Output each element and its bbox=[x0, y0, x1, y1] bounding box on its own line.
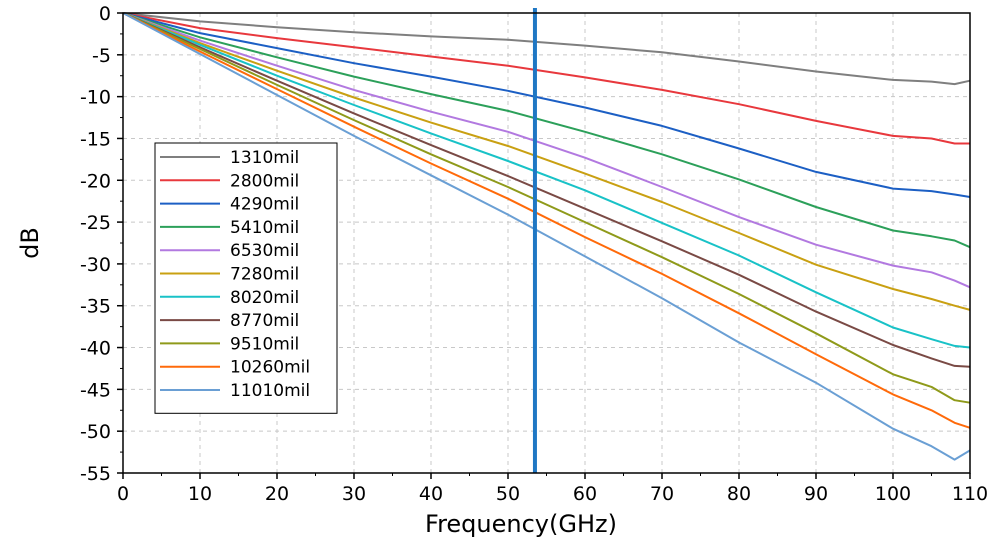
legend-label: 9510mil bbox=[230, 334, 299, 354]
axis-ticks: 0 10 20 30 40 50 60 70 80 90 100 110 0 -5 -10 -15 -20 -25… bbox=[80, 3, 988, 505]
series-line-10260mil bbox=[122, 12, 971, 429]
x-tick-label: 90 bbox=[804, 483, 828, 505]
x-tick-label: 10 bbox=[188, 483, 212, 505]
legend-label: 2800mil bbox=[230, 171, 299, 191]
legend-label: 6530mil bbox=[230, 241, 299, 261]
y-tick-label: -35 bbox=[80, 296, 111, 318]
y-tick-label: -5 bbox=[92, 45, 111, 67]
series-line-7280mil bbox=[122, 12, 971, 311]
series-line-11010mil bbox=[122, 12, 971, 461]
grid-lines bbox=[123, 13, 970, 473]
x-tick-label: 80 bbox=[727, 483, 751, 505]
legend-label: 4290mil bbox=[230, 195, 299, 215]
x-tick-label: 30 bbox=[342, 483, 366, 505]
y-axis-label: dB bbox=[16, 227, 44, 259]
series-line-6530mil bbox=[122, 12, 971, 289]
y-tick-label: -55 bbox=[80, 463, 111, 485]
x-tick-label: 40 bbox=[419, 483, 443, 505]
legend-label: 1310mil bbox=[230, 148, 299, 168]
x-tick-label: 50 bbox=[496, 483, 520, 505]
series-line-1310mil bbox=[122, 12, 971, 86]
legend-box bbox=[154, 142, 338, 414]
y-tick-label: -15 bbox=[80, 128, 111, 150]
series-line-2800mil bbox=[122, 12, 970, 145]
legend-label: 5410mil bbox=[230, 218, 299, 238]
legend-label: 11010mil bbox=[230, 381, 310, 401]
x-tick-label: 0 bbox=[117, 483, 129, 505]
y-tick-label: -45 bbox=[80, 379, 111, 401]
x-tick-label: 20 bbox=[265, 483, 289, 505]
y-tick-label: -20 bbox=[80, 170, 111, 192]
y-tick-label: -30 bbox=[80, 254, 111, 276]
legend-label: 7280mil bbox=[230, 265, 299, 285]
series-lines bbox=[122, 12, 971, 461]
legend-label: 8770mil bbox=[230, 311, 299, 331]
legend-label: 8020mil bbox=[230, 288, 299, 308]
x-tick-label: 110 bbox=[952, 483, 988, 505]
y-tick-label: 0 bbox=[99, 3, 111, 25]
series-line-4290mil bbox=[122, 12, 971, 198]
x-tick-label: 100 bbox=[875, 483, 911, 505]
x-tick-label: 60 bbox=[573, 483, 597, 505]
y-tick-label: -25 bbox=[80, 212, 111, 234]
y-tick-label: -50 bbox=[80, 421, 111, 443]
series-line-5410mil bbox=[122, 12, 971, 249]
x-axis-label: Frequency(GHz) bbox=[425, 510, 617, 538]
y-tick-label: -40 bbox=[80, 338, 111, 360]
series-line-8770mil bbox=[122, 12, 971, 368]
series-line-9510mil bbox=[122, 12, 971, 404]
y-tick-label: -10 bbox=[80, 87, 111, 109]
series-line-8020mil bbox=[122, 12, 971, 349]
legend-label: 10260mil bbox=[230, 358, 310, 378]
legend: 1310mil 2800mil 4290mil 5410mil 6530mil 7280m… bbox=[154, 142, 338, 414]
x-tick-label: 70 bbox=[650, 483, 674, 505]
